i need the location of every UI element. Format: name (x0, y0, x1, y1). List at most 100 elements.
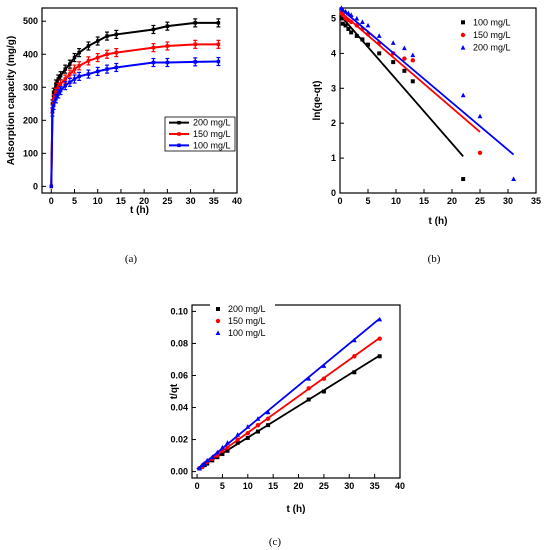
panel-b-caption: (b) (428, 253, 441, 265)
data-point (49, 184, 54, 189)
data-point (54, 82, 58, 86)
panel-b-y-axis-label: ln(qe-qt) (312, 81, 323, 121)
data-point (193, 42, 197, 47)
x-tick-label: 25 (319, 481, 329, 491)
data-point (352, 354, 357, 359)
panel-a-plot-frame (41, 7, 238, 194)
data-point (376, 33, 382, 38)
panel-a-caption: (a) (125, 253, 138, 265)
data-point (105, 67, 109, 71)
y-tick-label: 200 (23, 115, 38, 125)
data-point (114, 65, 119, 70)
data-point (63, 67, 67, 71)
y-tick-label: 5 (331, 13, 336, 23)
legend-marker (215, 318, 221, 324)
data-point (321, 389, 326, 394)
y-tick-label: 4 (331, 48, 336, 58)
x-tick-label: 0 (337, 196, 342, 206)
x-tick-label: 20 (139, 196, 149, 206)
data-point (86, 59, 91, 63)
x-tick-label: 15 (419, 196, 429, 206)
data-point (377, 336, 382, 341)
panel-a-series (49, 18, 221, 189)
legend-marker (460, 32, 466, 38)
y-tick-label: 0.10 (170, 306, 188, 316)
data-point (86, 44, 91, 48)
data-point (151, 60, 156, 65)
x-tick-label: 35 (209, 196, 219, 206)
data-point (343, 23, 348, 28)
data-point (306, 376, 312, 381)
x-tick-label: 5 (365, 196, 370, 206)
x-tick-label: 15 (268, 481, 278, 491)
data-point (349, 19, 354, 25)
data-point (410, 52, 416, 58)
data-point (58, 82, 63, 86)
legend-label: 100 mg/L (228, 328, 266, 338)
data-point (214, 449, 220, 455)
data-point (340, 7, 346, 12)
data-point (245, 435, 250, 440)
fit-line (196, 317, 381, 470)
data-point (377, 354, 382, 359)
x-tick-label: 15 (116, 196, 126, 206)
data-point (266, 423, 271, 428)
data-point (51, 103, 56, 108)
data-point (235, 437, 240, 442)
data-point (204, 457, 210, 463)
panel-b-axis-ticks: 0 5 10 15 20 25 30 35 0 1 2 3 4 5 (331, 13, 541, 206)
data-point (391, 60, 396, 65)
x-tick-label: 30 (344, 481, 354, 491)
series-150-mg-L (196, 336, 382, 471)
data-point (306, 397, 311, 402)
data-point (360, 37, 365, 42)
x-tick-label: 10 (243, 481, 253, 491)
data-point (339, 16, 344, 21)
data-point (255, 429, 260, 434)
data-point (54, 97, 58, 101)
data-point (77, 64, 81, 68)
data-point (72, 67, 77, 71)
data-point (165, 24, 170, 28)
data-point (220, 451, 225, 456)
data-point (225, 448, 230, 453)
data-point (151, 45, 156, 50)
data-point (95, 39, 100, 43)
data-point (360, 19, 365, 24)
data-point (235, 432, 241, 437)
panel-c-axis-ticks: 0 5 10 15 20 25 30 35 40 0.00 0.02 0.04 0.06 0.08 0.10 (170, 306, 405, 491)
legend-item: 150 mg/L (460, 30, 511, 40)
y-tick-label: 400 (23, 49, 38, 59)
y-tick-label: 0.06 (170, 370, 188, 380)
data-point (349, 30, 354, 35)
x-tick-label: 0 (195, 481, 200, 491)
data-point (366, 42, 370, 47)
data-point (77, 50, 81, 55)
data-point (225, 445, 230, 450)
data-point (410, 58, 415, 63)
data-point (461, 177, 466, 182)
legend-marker (177, 143, 181, 148)
data-point (321, 363, 327, 368)
x-tick-label: 35 (370, 481, 380, 491)
data-point (354, 15, 360, 21)
legend-item: 200 mg/L (169, 118, 231, 128)
legend-label: 200 mg/L (473, 43, 511, 53)
data-point (410, 79, 415, 84)
data-point (114, 32, 119, 37)
panel-b-pseudo-first-order: 0 5 10 15 20 25 30 35 0 1 2 3 4 5 100 mg/L 150 mg/L 200… (312, 5, 541, 265)
data-point (346, 26, 351, 31)
panel-b-plot-frame (339, 7, 537, 194)
y-tick-label: 2 (331, 118, 336, 128)
data-point (348, 12, 354, 17)
x-tick-label: 10 (93, 196, 103, 206)
panel-b-legend: 100 mg/L 150 mg/L 200 mg/L (455, 16, 520, 54)
data-point (511, 176, 516, 182)
legend-item: 100 mg/L (215, 328, 266, 338)
data-point (343, 8, 348, 14)
data-point (306, 386, 311, 391)
data-point (245, 424, 251, 429)
data-point (216, 21, 221, 25)
data-point (54, 90, 58, 94)
data-point (351, 337, 357, 343)
